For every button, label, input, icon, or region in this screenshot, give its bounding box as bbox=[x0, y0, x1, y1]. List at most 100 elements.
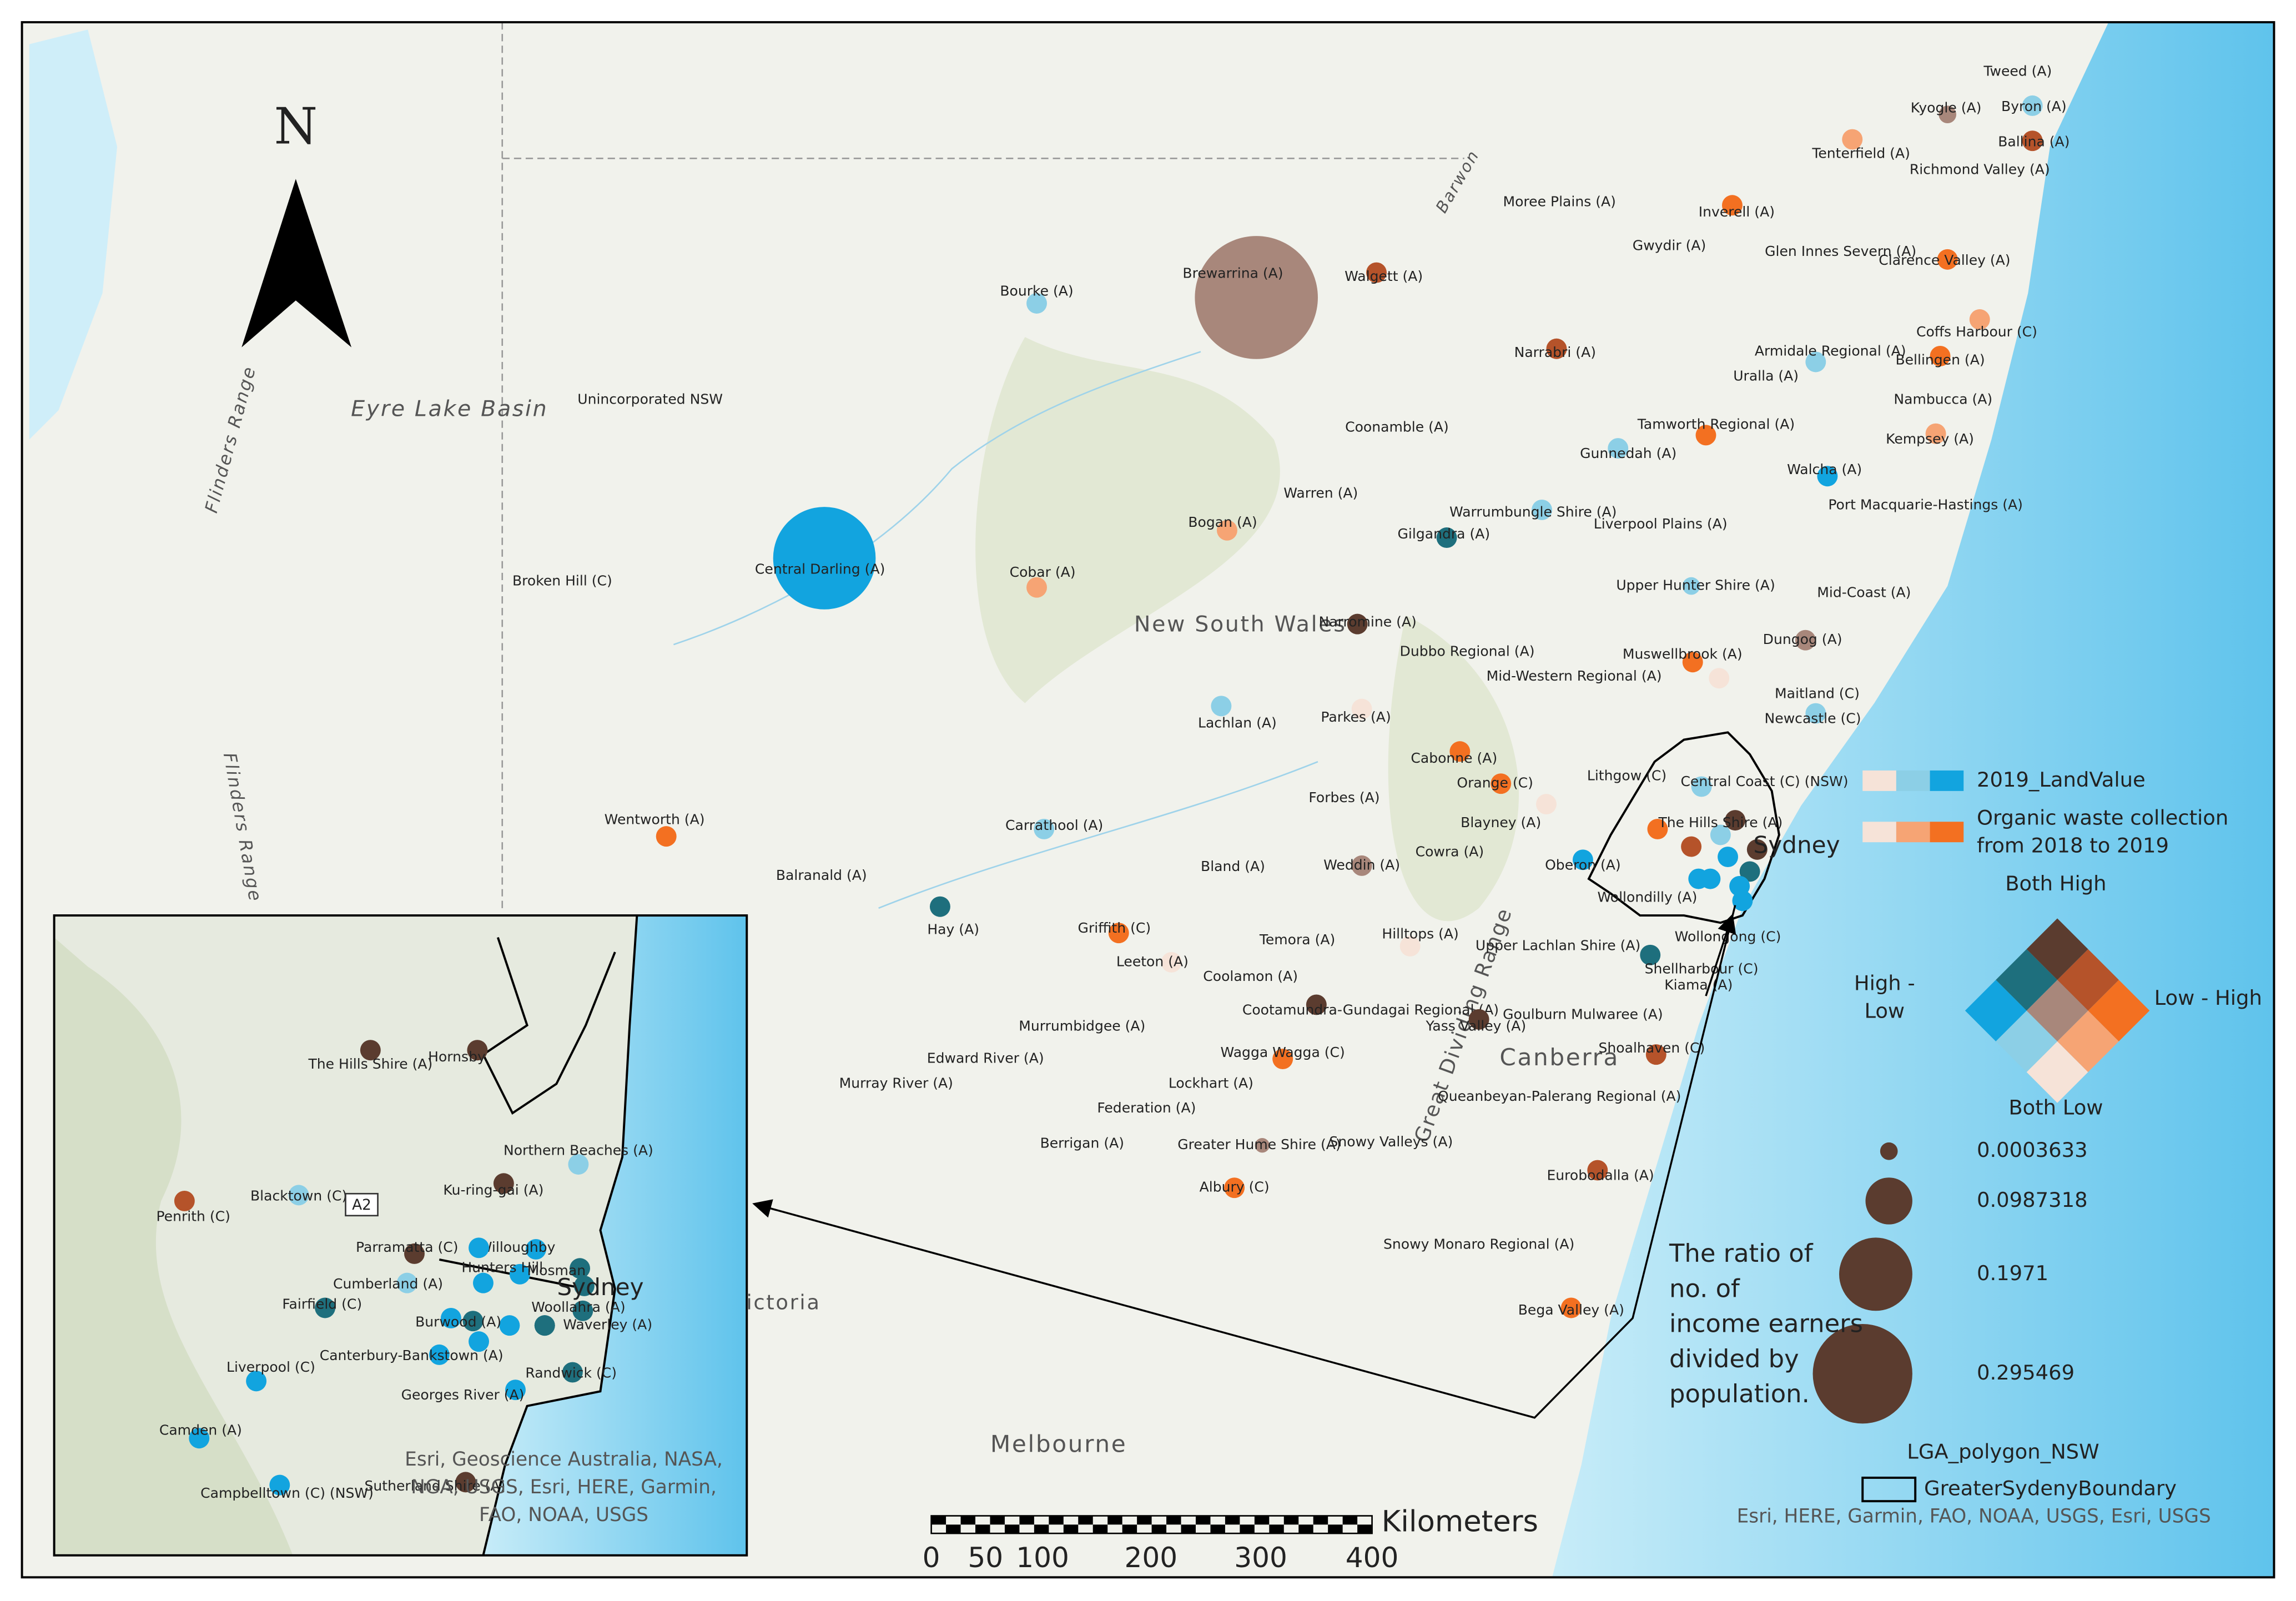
scale-bar-segment bbox=[1034, 1524, 1049, 1534]
inset-place-label: Waverley (A) bbox=[563, 1317, 652, 1333]
attribution: Esri, HERE, Garmin, FAO, NOAA, USGS, Esr… bbox=[1737, 1506, 2211, 1528]
inset-dot bbox=[469, 1331, 490, 1352]
inset-place-label: Penrith (C) bbox=[156, 1208, 230, 1224]
road-shield bbox=[345, 1192, 379, 1217]
place-label: Sydney bbox=[1753, 832, 1840, 859]
inset-dot bbox=[360, 1040, 381, 1061]
lga-dot bbox=[1216, 520, 1237, 541]
map-frame bbox=[21, 21, 2275, 1579]
inset-place-label: Willoughby bbox=[479, 1239, 556, 1255]
scale-bar-segment bbox=[1313, 1516, 1328, 1525]
lga-dot bbox=[1366, 262, 1387, 283]
salt-lake bbox=[29, 29, 118, 440]
place-label: Greater Hume Shire (A) bbox=[1177, 1136, 1341, 1152]
lga-dot bbox=[1161, 952, 1182, 973]
size-label: 0.0003633 bbox=[1977, 1138, 2088, 1162]
place-label: Ballina (A) bbox=[1998, 133, 2070, 149]
vegetation bbox=[975, 337, 1519, 922]
inset-dot bbox=[404, 1243, 425, 1264]
inset-dot bbox=[534, 1315, 555, 1336]
scale-bar-segment bbox=[1181, 1524, 1196, 1534]
lga-dot bbox=[1587, 1160, 1608, 1181]
inset-dot bbox=[269, 1474, 290, 1496]
place-label: Upper Hunter Shire (A) bbox=[1616, 577, 1775, 593]
scale-tick-label: 50 bbox=[968, 1541, 1003, 1574]
place-label: Walcha (A) bbox=[1787, 461, 1862, 477]
inset-dot bbox=[396, 1272, 417, 1293]
place-label: Gilgandra (A) bbox=[1398, 526, 1491, 542]
scale-tick-label: 400 bbox=[1346, 1541, 1399, 1574]
place-label: Nambucca (A) bbox=[1894, 391, 1992, 407]
place-label: Cootamundra-Gundagai Regional (A) bbox=[1242, 1002, 1499, 1018]
lga-dot bbox=[1938, 105, 1957, 124]
land-value-swatch bbox=[1862, 770, 1896, 791]
lga-dot bbox=[1255, 1138, 1270, 1153]
land-value-swatch bbox=[1896, 770, 1930, 791]
place-label: Yass Valley (A) bbox=[1426, 1018, 1527, 1034]
inset-place-label: Northern Beaches (A) bbox=[503, 1142, 653, 1159]
state-border bbox=[501, 22, 1464, 908]
place-label: Orange (C) bbox=[1457, 775, 1533, 791]
size-caption: population. bbox=[1669, 1379, 1810, 1408]
place-label: Lithgow (C) bbox=[1587, 767, 1666, 783]
inset-place-label: Hunters Hill bbox=[461, 1260, 543, 1276]
inset-dot bbox=[472, 1272, 494, 1293]
place-label: Cabonne (A) bbox=[1411, 750, 1497, 766]
lga-dot bbox=[1195, 236, 1318, 359]
inset-attribution: FAO, NOAA, USGS bbox=[479, 1504, 648, 1526]
inset-attribution: NGA, USGS, Esri, HERE, Garmin, bbox=[411, 1476, 717, 1498]
place-label: Warrumbungle Shire (A) bbox=[1449, 504, 1617, 520]
organic-swatch bbox=[1862, 822, 1896, 843]
lga-dot bbox=[773, 507, 876, 610]
lga-dot bbox=[1691, 776, 1712, 797]
lga-dot bbox=[1925, 423, 1946, 444]
lga-dot bbox=[1746, 839, 1768, 860]
scale-bar-segment bbox=[1357, 1524, 1372, 1534]
lga-dot bbox=[1546, 338, 1567, 359]
scale-bar-segment bbox=[1122, 1524, 1137, 1534]
place-label: Bega Valley (A) bbox=[1518, 1302, 1624, 1318]
scale-bar-segment bbox=[1210, 1524, 1225, 1534]
place-label: Byron (A) bbox=[2001, 98, 2067, 114]
place-label: Warren (A) bbox=[1283, 485, 1358, 501]
place-label: Weddin (A) bbox=[1323, 857, 1400, 873]
boundary-swatch bbox=[1861, 1476, 1917, 1503]
inset-dot bbox=[499, 1315, 520, 1336]
scale-bar-segment bbox=[1225, 1516, 1240, 1525]
lga-dot bbox=[1351, 855, 1372, 876]
river bbox=[673, 351, 1318, 909]
map-label: Melbourne bbox=[990, 1430, 1127, 1457]
lga-dot bbox=[1681, 836, 1702, 857]
lga-dot bbox=[1532, 499, 1553, 520]
inset-place-label: Georges River (A) bbox=[401, 1387, 525, 1403]
lga-dot bbox=[1399, 935, 1421, 956]
place-label: Murrumbidgee (A) bbox=[1019, 1018, 1145, 1034]
lga-dot bbox=[1937, 249, 1958, 270]
place-label: Richmond Valley (A) bbox=[1910, 161, 2050, 177]
lga-dot bbox=[1211, 696, 1232, 717]
inset-place-label: Canterbury-Bankstown (A) bbox=[320, 1347, 503, 1363]
boundary-label: LGA_polygon_NSW bbox=[1907, 1440, 2099, 1464]
main-layer: Eyre Lake Basin New South Wales Canberra Me… bbox=[202, 63, 2070, 1458]
lga-dot bbox=[1108, 923, 1129, 944]
inset-place-label: Liverpool (C) bbox=[226, 1359, 315, 1375]
place-label: Hilltops (A) bbox=[1382, 925, 1458, 942]
place-label: Albury (C) bbox=[1200, 1179, 1270, 1195]
place-label: Oberon (A) bbox=[1545, 857, 1621, 873]
inset-arrow-head bbox=[1705, 913, 1736, 996]
place-label: Upper Lachlan Shire (A) bbox=[1476, 937, 1640, 953]
inset-place-label: Sydney bbox=[557, 1273, 643, 1301]
road-shield-label: A2 bbox=[352, 1197, 371, 1214]
lga-dot bbox=[1608, 438, 1629, 459]
greater-sydney-boundary bbox=[1587, 731, 1780, 924]
lga-dot bbox=[1969, 309, 1990, 330]
land-value-swatch bbox=[1930, 770, 1964, 791]
inset-vegetation bbox=[54, 937, 293, 1555]
bivariate-label: Low bbox=[1864, 999, 1905, 1023]
lga-dot bbox=[2022, 95, 2043, 116]
lga-dot bbox=[1026, 577, 1047, 598]
inset-place-label: Fairfield (C) bbox=[282, 1296, 362, 1312]
inset-dot bbox=[572, 1300, 593, 1321]
place-label: Port Macquarie-Hastings (A) bbox=[1828, 496, 2023, 512]
place-label: Murray River (A) bbox=[839, 1075, 953, 1091]
